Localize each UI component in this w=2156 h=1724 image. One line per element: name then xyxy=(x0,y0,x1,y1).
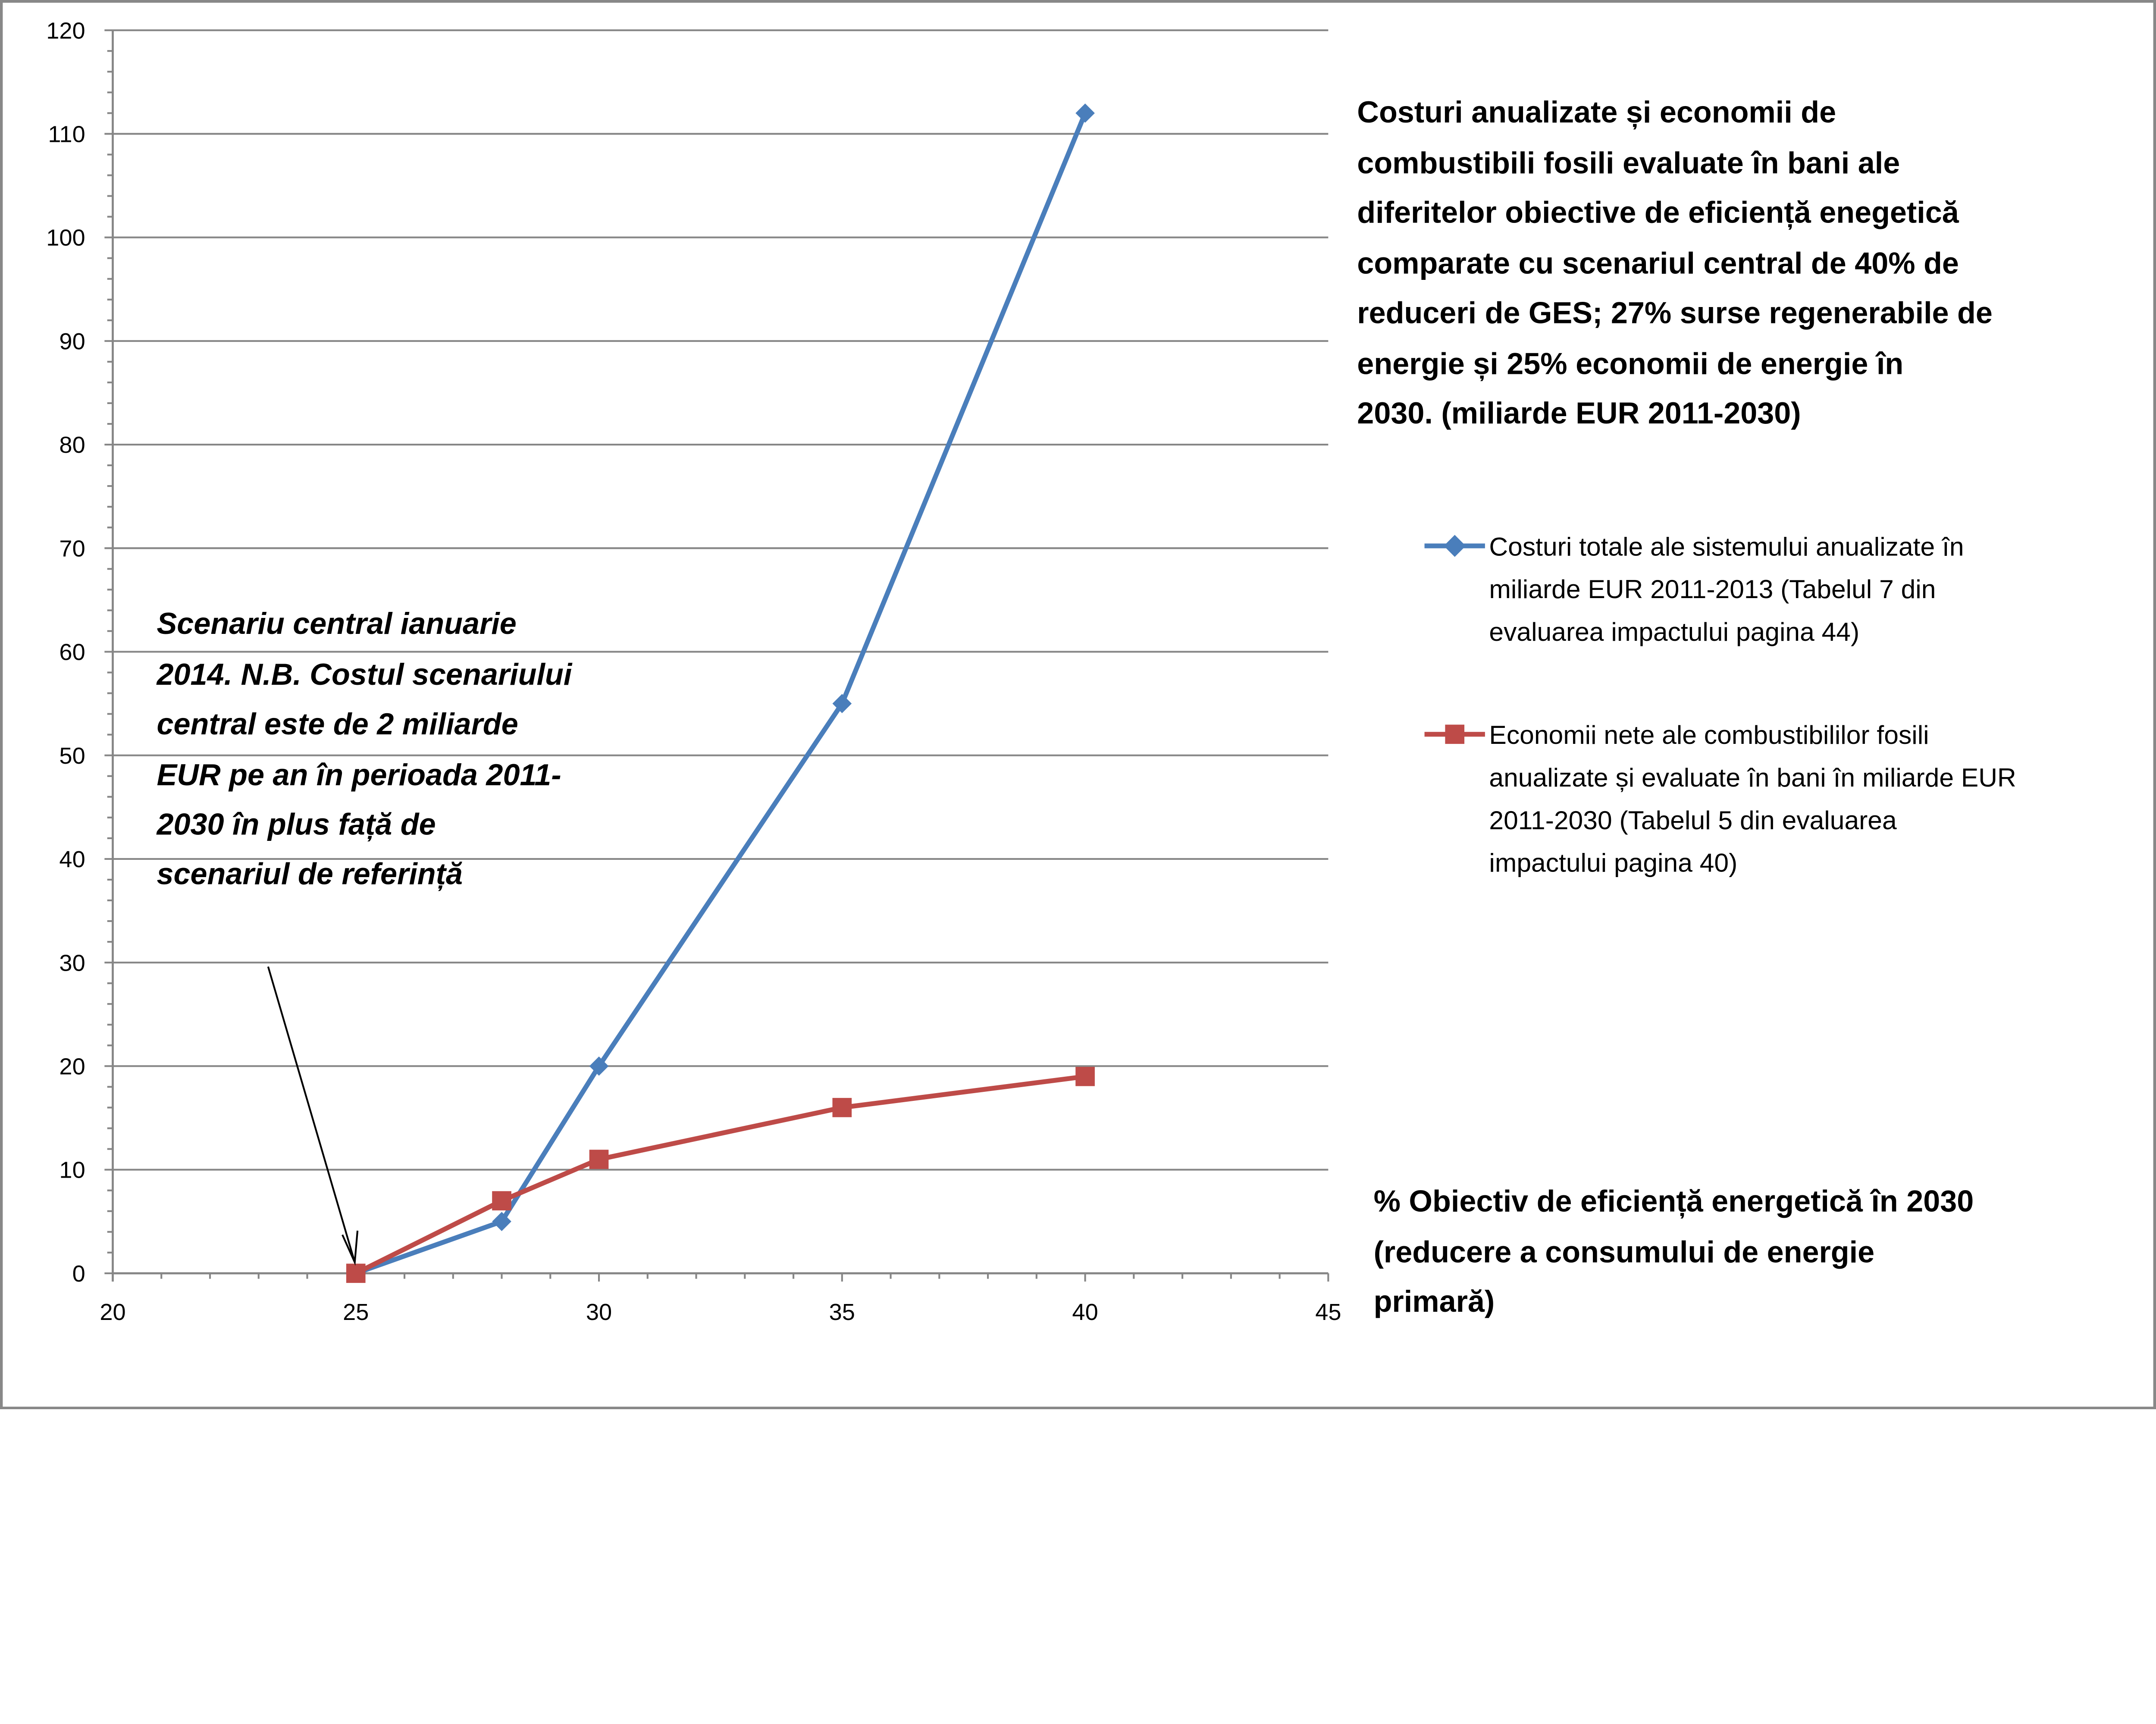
x-tick-label: 35 xyxy=(829,1299,855,1325)
data-point-square xyxy=(832,1098,852,1117)
y-tick-label: 10 xyxy=(59,1157,85,1183)
y-tick-label: 110 xyxy=(48,122,85,147)
annotation-text: Scenariu central ianuarie 2014. N.B. Cos… xyxy=(156,606,580,891)
chart-frame xyxy=(0,0,2156,1410)
axes xyxy=(104,29,1329,1282)
annotation: Scenariu central ianuarie 2014. N.B. Cos… xyxy=(156,606,580,1266)
data-point-square xyxy=(589,1150,609,1169)
annotation-arrow xyxy=(267,966,356,1263)
y-tick-label: 60 xyxy=(59,639,85,665)
y-tick-label: 40 xyxy=(59,846,85,872)
y-tick-label: 50 xyxy=(59,743,85,769)
annotation-arrowhead xyxy=(342,1230,359,1266)
data-point-square xyxy=(492,1191,511,1210)
y-tick-label: 100 xyxy=(46,225,85,251)
legend-entry-savings: Economii nete ale combustibililor fosili… xyxy=(1424,720,2023,878)
data-point-diamond xyxy=(492,1212,511,1232)
chart-title: Costuri anualizate și economii de combus… xyxy=(1357,95,2001,430)
y-tick-label: 20 xyxy=(59,1053,85,1079)
legend-entry-costs: Costuri totale ale sistemului anualizate… xyxy=(1424,532,1971,646)
y-tick-label: 80 xyxy=(59,432,85,458)
square-marker-icon xyxy=(1445,724,1465,744)
x-axis-label: % Obiectiv de eficiență energetică în 20… xyxy=(1374,1184,1982,1318)
y-tick-label: 90 xyxy=(59,329,85,354)
x-tick-label: 45 xyxy=(1315,1299,1341,1325)
chart: 0 10 20 30 40 50 60 70 80 90 100 110 120 20 25 30 35 40 45… xyxy=(0,0,2156,1410)
y-tick-label: 120 xyxy=(46,18,85,44)
legend-label-costs: Costuri totale ale sistemului anualizate… xyxy=(1489,532,1971,646)
y-tick-label: 30 xyxy=(59,950,85,976)
data-point-square xyxy=(346,1263,366,1283)
data-point-square xyxy=(1075,1067,1095,1086)
x-tick-label: 40 xyxy=(1072,1299,1098,1325)
x-tick-label: 30 xyxy=(586,1299,612,1325)
data-point-diamond xyxy=(832,694,852,713)
x-tick-label: 20 xyxy=(100,1299,125,1325)
diamond-marker-icon xyxy=(1444,535,1466,557)
legend: Costuri totale ale sistemului anualizate… xyxy=(1424,532,2023,878)
tick-labels: 0 10 20 30 40 50 60 70 80 90 100 110 120 20 25 30 35 40 45 xyxy=(46,18,1341,1325)
gridlines xyxy=(113,29,1329,1171)
y-tick-label: 0 xyxy=(72,1261,85,1287)
y-tick-label: 70 xyxy=(59,536,85,561)
x-tick-label: 25 xyxy=(343,1299,369,1325)
legend-label-savings: Economii nete ale combustibililor fosili… xyxy=(1489,720,2023,878)
